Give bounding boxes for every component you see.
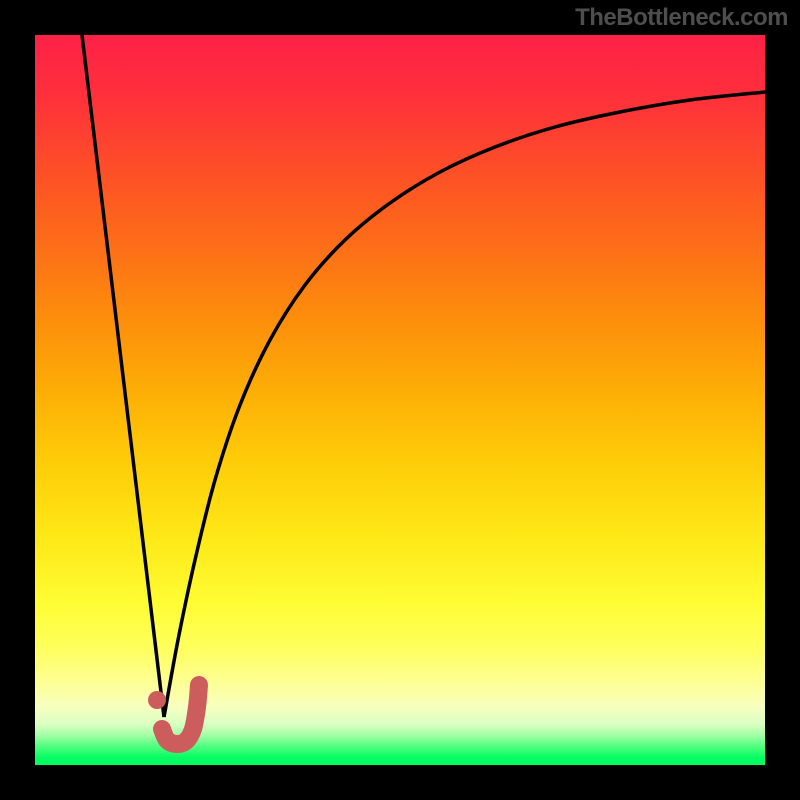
chart-svg-container <box>0 0 800 800</box>
chart-root: TheBottleneck.com <box>0 0 800 800</box>
chart-svg <box>0 0 800 800</box>
gradient-background <box>35 35 765 765</box>
watermark-label: TheBottleneck.com <box>575 4 788 32</box>
marker-dot-icon <box>148 691 166 709</box>
